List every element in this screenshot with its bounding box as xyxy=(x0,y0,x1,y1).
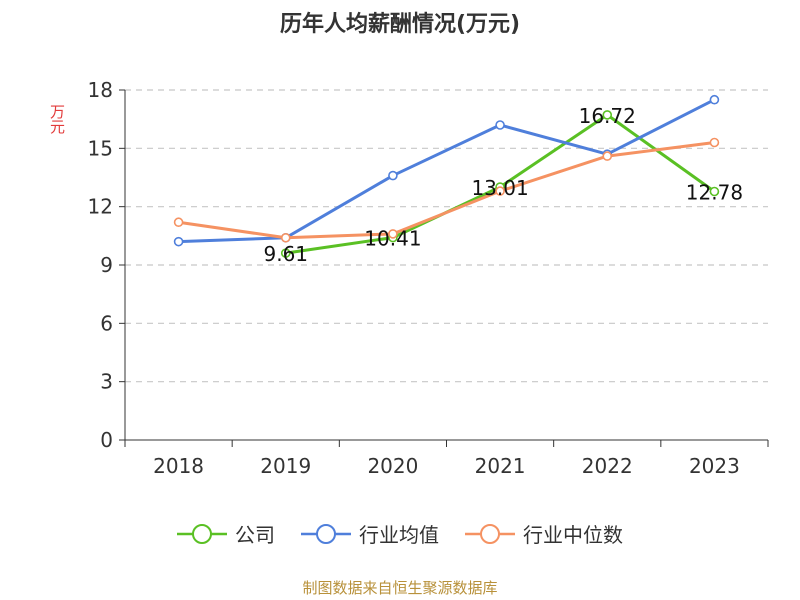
data-point xyxy=(709,94,720,105)
legend-label: 行业中位数 xyxy=(523,523,623,547)
y-tick-label: 18 xyxy=(88,78,113,102)
y-tick-label: 12 xyxy=(88,195,113,219)
data-point xyxy=(173,236,184,247)
y-tick-label: 6 xyxy=(100,311,113,335)
data-label: 10.41 xyxy=(364,227,421,251)
legend-item: 行业中位数 xyxy=(465,519,623,548)
legend-marker-icon xyxy=(301,523,351,544)
legend-item: 公司 xyxy=(177,519,275,548)
data-point xyxy=(388,229,398,239)
series-line xyxy=(178,98,716,244)
y-tick-label: 3 xyxy=(100,370,113,394)
data-point xyxy=(495,186,505,196)
source-footer: 制图数据来自恒生聚源数据库 xyxy=(302,579,498,597)
y-tick-label: 15 xyxy=(88,136,113,160)
chart-title: 历年人均薪酬情况(万元) xyxy=(279,12,521,37)
data-label: 16.72 xyxy=(579,104,636,128)
y-axis-label: 万元 xyxy=(48,104,66,134)
x-tick-label: 2018 xyxy=(153,454,204,478)
data-point xyxy=(280,248,291,258)
legend-marker-icon xyxy=(465,523,515,544)
data-point xyxy=(495,120,505,130)
x-tick-label: 2021 xyxy=(475,454,526,478)
data-point xyxy=(602,151,613,161)
data-label: 12.78 xyxy=(686,181,743,205)
legend-item: 行业均值 xyxy=(301,519,439,548)
x-tick-label: 2019 xyxy=(260,454,311,478)
x-tick-label: 2020 xyxy=(367,454,418,478)
data-point xyxy=(602,110,613,120)
data-point xyxy=(709,137,720,148)
chart-legend: 公司 行业均值 行业中位数 xyxy=(0,519,800,548)
data-point xyxy=(388,170,398,181)
y-tick-label: 0 xyxy=(100,428,113,452)
legend-label: 行业均值 xyxy=(359,523,439,547)
series-line xyxy=(178,141,715,240)
legend-label: 公司 xyxy=(235,523,275,547)
data-label: 9.61 xyxy=(263,242,308,266)
x-tick-label: 2023 xyxy=(689,454,740,478)
data-point xyxy=(280,232,291,243)
y-tick-label: 9 xyxy=(100,253,113,277)
data-point xyxy=(709,186,720,197)
data-label: 13.01 xyxy=(471,176,528,200)
x-tick-label: 2022 xyxy=(582,454,633,478)
legend-marker-icon xyxy=(177,523,227,544)
data-point xyxy=(173,217,184,228)
